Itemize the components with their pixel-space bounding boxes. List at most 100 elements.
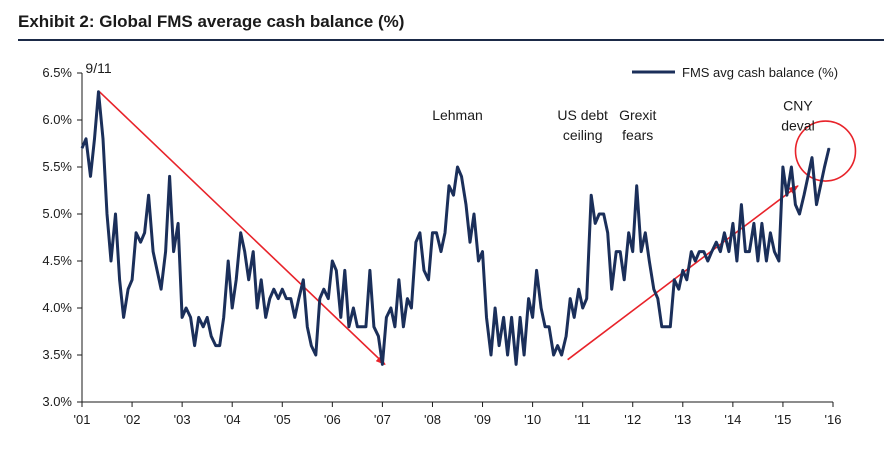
data-point — [532, 316, 534, 318]
data-point — [394, 326, 396, 328]
data-point — [227, 260, 229, 262]
data-point — [277, 298, 279, 300]
data-point — [202, 326, 204, 328]
data-point — [340, 316, 342, 318]
data-point — [160, 288, 162, 290]
data-point — [294, 316, 296, 318]
data-point — [273, 288, 275, 290]
data-point — [256, 307, 258, 309]
data-point — [302, 279, 304, 281]
y-tick-label: 6.5% — [42, 65, 72, 80]
data-point — [315, 354, 317, 356]
data-point — [377, 335, 379, 337]
data-point — [360, 326, 362, 328]
x-tick-label: '08 — [424, 412, 441, 427]
data-point — [540, 307, 542, 309]
x-tick-label: '05 — [274, 412, 291, 427]
data-point — [819, 185, 822, 187]
data-point — [431, 232, 434, 234]
data-point — [310, 345, 312, 347]
data-point — [415, 241, 417, 243]
data-point — [306, 326, 308, 328]
data-point — [444, 232, 446, 234]
data-point — [465, 204, 467, 206]
annotation-line: ceiling — [563, 127, 603, 143]
data-point — [456, 166, 459, 168]
data-point — [728, 251, 730, 253]
data-point — [410, 307, 412, 309]
data-point — [106, 213, 108, 215]
data-point — [807, 175, 809, 177]
data-point — [177, 222, 179, 224]
data-point — [381, 363, 383, 365]
data-point — [519, 316, 521, 318]
data-point — [523, 354, 525, 356]
x-tick-label: '13 — [674, 412, 691, 427]
y-tick-label: 3.5% — [42, 347, 72, 362]
data-point — [794, 204, 797, 206]
y-tick-label: 4.5% — [42, 253, 72, 268]
data-point — [578, 288, 580, 290]
data-point — [603, 213, 605, 215]
data-point — [435, 232, 438, 234]
data-point — [110, 260, 112, 262]
data-point — [778, 260, 780, 262]
data-point — [423, 269, 425, 271]
data-point — [719, 251, 722, 253]
data-point — [323, 288, 325, 290]
data-point — [686, 279, 688, 281]
data-point — [594, 222, 596, 224]
data-point — [369, 269, 371, 271]
x-tick-label: '14 — [724, 412, 741, 427]
y-tick-label: 6.0% — [42, 112, 72, 127]
data-point — [452, 194, 455, 196]
data-point — [406, 298, 408, 300]
data-point — [319, 298, 321, 300]
data-point — [498, 345, 500, 347]
data-point — [281, 288, 283, 290]
data-point — [553, 354, 555, 356]
annotation-911: 9/11 — [85, 60, 111, 76]
data-point — [653, 288, 655, 290]
y-tick-label: 3.0% — [42, 394, 72, 409]
data-point — [748, 251, 751, 253]
data-point — [703, 251, 705, 253]
y-tick-label: 5.0% — [42, 206, 72, 221]
annotation-line: CNY — [783, 98, 813, 114]
annotation-cny: CNY deval — [781, 98, 814, 134]
data-point — [773, 251, 776, 253]
data-point — [235, 279, 237, 281]
data-point — [290, 298, 292, 300]
data-point — [790, 166, 793, 168]
data-point — [215, 345, 217, 347]
highlight-circle — [794, 120, 857, 182]
data-point — [97, 91, 100, 93]
y-tick-label: 5.5% — [42, 159, 72, 174]
data-point — [569, 298, 571, 300]
data-point — [123, 316, 125, 318]
data-point — [740, 204, 743, 206]
data-point — [185, 307, 187, 309]
data-point — [365, 326, 367, 328]
data-point — [252, 251, 254, 253]
data-point — [481, 251, 484, 253]
data-point — [285, 298, 287, 300]
data-point — [477, 260, 480, 262]
data-point — [248, 279, 250, 281]
data-point — [782, 166, 784, 168]
title-rule — [18, 39, 884, 41]
series-group — [80, 90, 831, 366]
data-point — [615, 251, 617, 253]
series-line — [80, 90, 831, 366]
data-point — [298, 298, 300, 300]
data-point — [503, 316, 505, 318]
data-point — [219, 345, 221, 347]
data-point — [753, 222, 755, 224]
data-point — [707, 260, 709, 262]
data-point — [265, 316, 267, 318]
annotations: 9/11 Lehman US debt ceiling Grexit fears CNY de… — [85, 60, 814, 143]
data-point — [206, 316, 208, 318]
data-point — [440, 251, 442, 253]
legend-label: FMS avg cash balance (%) — [682, 65, 838, 80]
